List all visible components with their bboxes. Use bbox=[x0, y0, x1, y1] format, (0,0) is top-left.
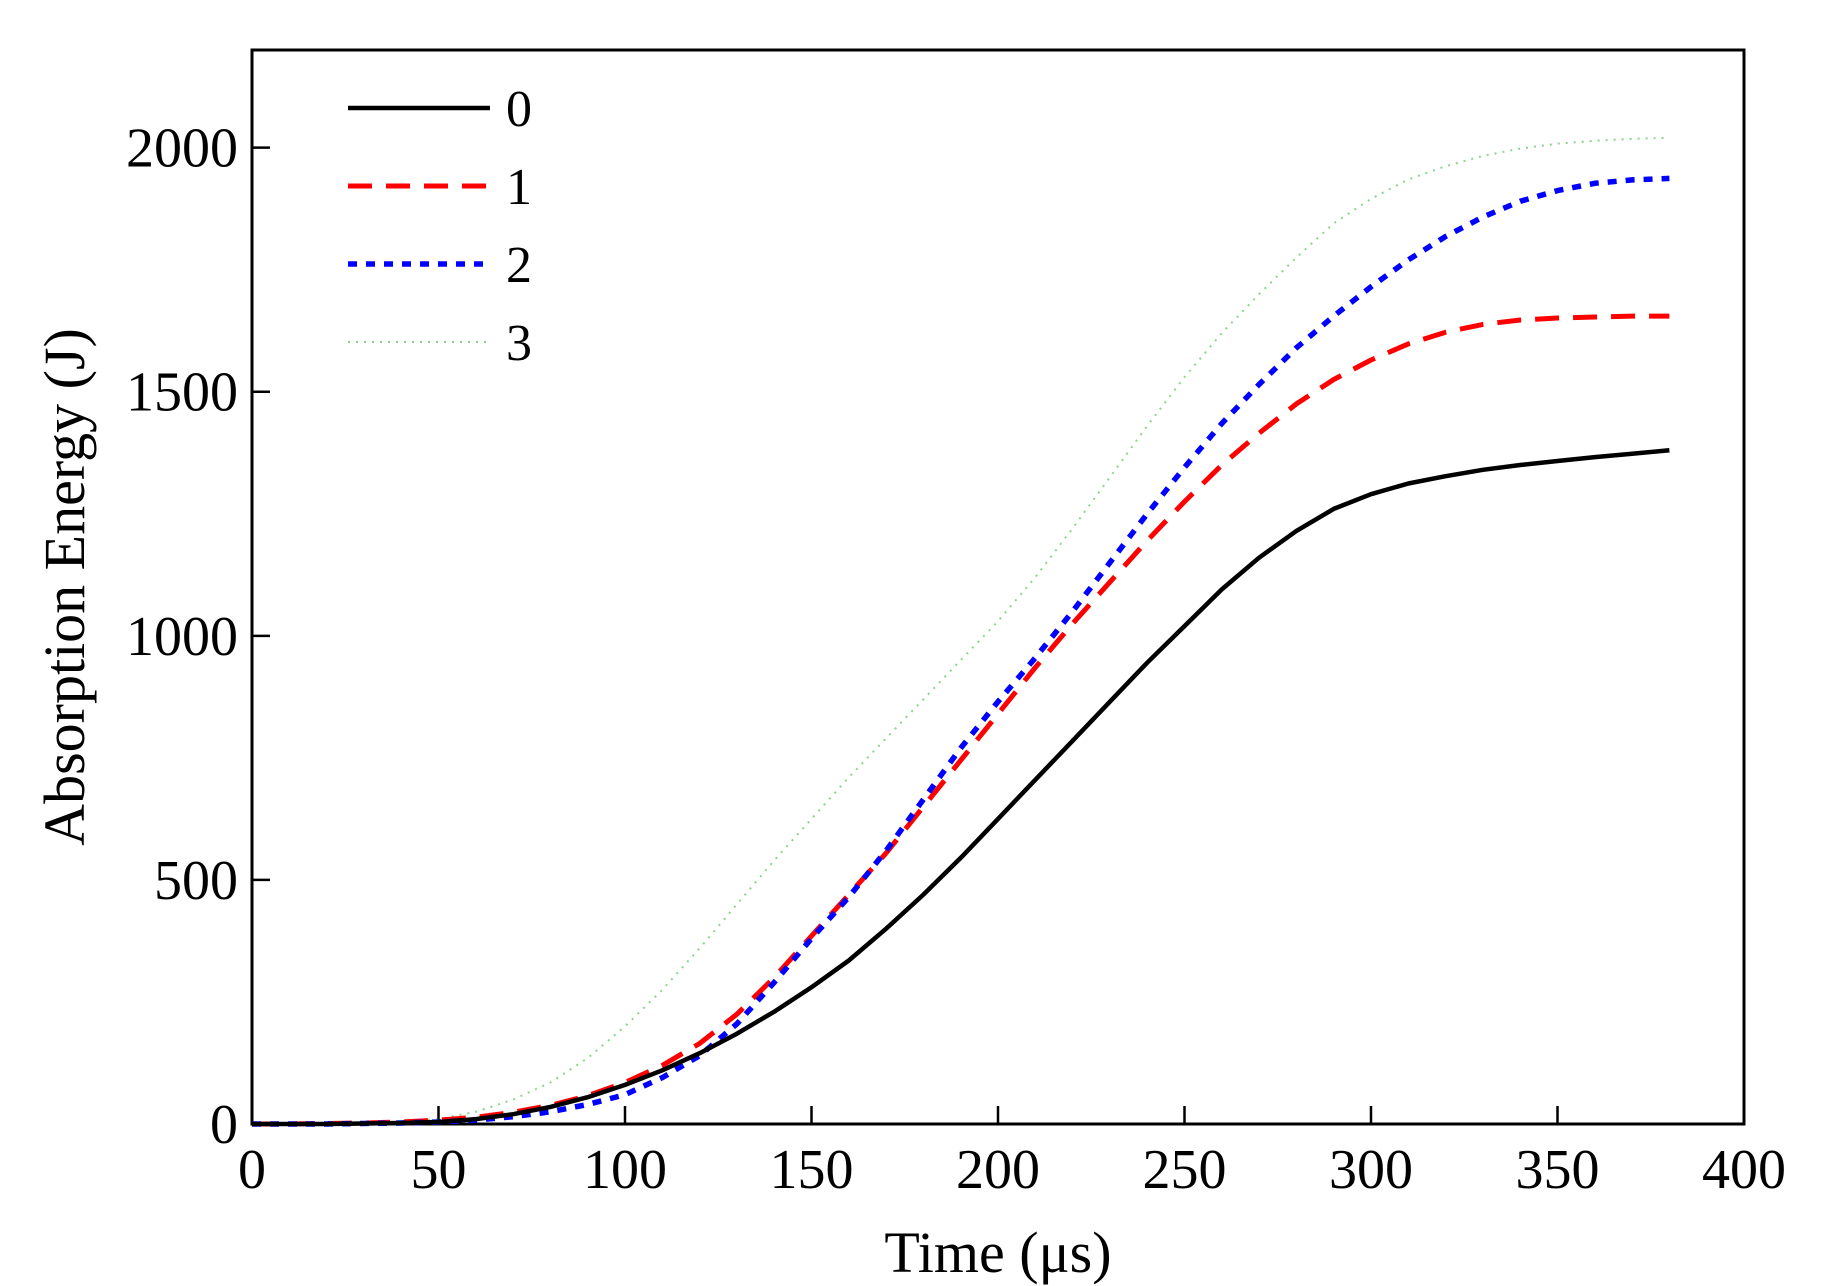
series-line-0 bbox=[252, 448, 1670, 1127]
y-axis-ticks: 0 500 1000 1500 2000 bbox=[126, 118, 270, 1156]
series-line-3 bbox=[252, 136, 1670, 1125]
x-tick-label-3: 150 bbox=[770, 1139, 854, 1201]
x-tick-label-4: 200 bbox=[956, 1139, 1040, 1201]
plot-frame bbox=[250, 48, 1746, 1126]
x-tick-label-0: 0 bbox=[238, 1139, 266, 1201]
legend-label-1: 1 bbox=[506, 159, 532, 216]
series-line-2 bbox=[252, 175, 1670, 1127]
y-tick-label-1: 500 bbox=[154, 850, 238, 912]
y-tick-label-4: 2000 bbox=[126, 118, 238, 180]
x-axis-ticks: 0 50 100 150 200 250 300 350 400 bbox=[238, 1106, 1786, 1201]
legend: 0 1 2 3 bbox=[348, 81, 532, 372]
x-tick-label-8: 400 bbox=[1702, 1139, 1786, 1201]
x-tick-label-5: 250 bbox=[1143, 1139, 1227, 1201]
legend-label-2: 2 bbox=[506, 237, 532, 294]
legend-label-3: 3 bbox=[506, 315, 532, 372]
x-tick-label-7: 350 bbox=[1516, 1139, 1600, 1201]
y-axis-title: Absorption Energy (J) bbox=[32, 328, 97, 846]
y-tick-label-2: 1000 bbox=[126, 606, 238, 668]
y-tick-label-3: 1500 bbox=[126, 362, 238, 424]
y-tick-label-0: 0 bbox=[210, 1094, 238, 1156]
x-tick-label-6: 300 bbox=[1329, 1139, 1413, 1201]
series-line-1 bbox=[252, 313, 1670, 1127]
x-tick-label-2: 100 bbox=[583, 1139, 667, 1201]
series-layer bbox=[252, 136, 1670, 1127]
x-tick-label-1: 50 bbox=[411, 1139, 467, 1201]
x-axis-title: Time (μs) bbox=[884, 1220, 1111, 1285]
legend-label-0: 0 bbox=[506, 81, 532, 138]
